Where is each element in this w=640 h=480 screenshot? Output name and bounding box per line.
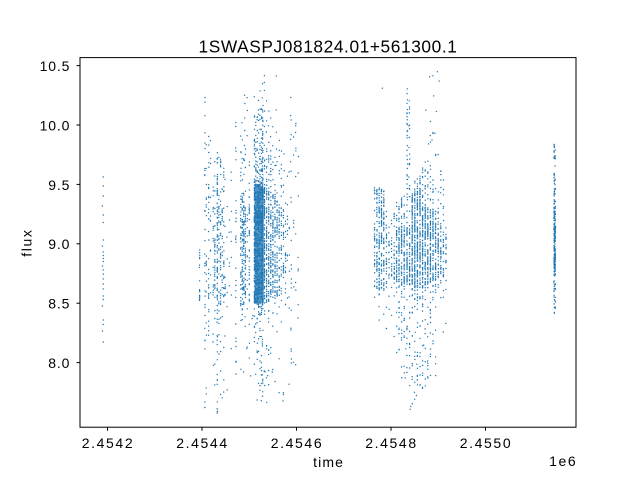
svg-text:9.5: 9.5 bbox=[48, 177, 70, 193]
svg-text:2.4550: 2.4550 bbox=[460, 435, 512, 451]
svg-text:flux: flux bbox=[19, 229, 35, 257]
svg-text:2.4546: 2.4546 bbox=[271, 435, 323, 451]
svg-text:time: time bbox=[313, 454, 344, 470]
svg-text:1SWASPJ081824.01+561300.1: 1SWASPJ081824.01+561300.1 bbox=[199, 37, 458, 57]
svg-text:10.5: 10.5 bbox=[40, 58, 71, 74]
svg-text:10.0: 10.0 bbox=[40, 117, 71, 133]
svg-text:8.0: 8.0 bbox=[48, 355, 70, 371]
svg-text:9.0: 9.0 bbox=[48, 236, 70, 252]
svg-text:2.4544: 2.4544 bbox=[176, 435, 228, 451]
svg-text:2.4548: 2.4548 bbox=[365, 435, 417, 451]
svg-text:1e6: 1e6 bbox=[549, 453, 577, 469]
svg-text:8.5: 8.5 bbox=[48, 296, 70, 312]
svg-text:2.4542: 2.4542 bbox=[82, 435, 134, 451]
